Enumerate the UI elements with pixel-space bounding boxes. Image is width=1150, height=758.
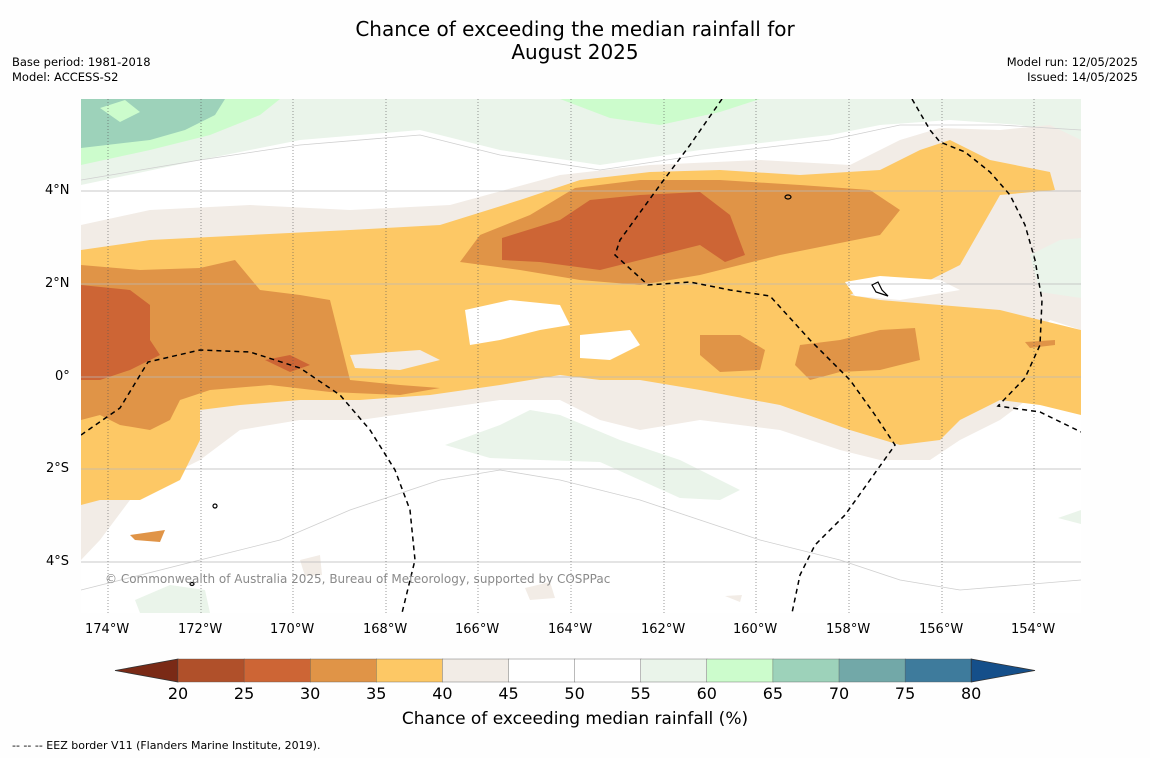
eez-border	[81, 99, 1081, 613]
colorbar-tick-label: 65	[762, 684, 784, 703]
colorbar-segment	[376, 658, 444, 683]
copyright-credit: © Commonwealth of Australia 2025, Bureau…	[105, 572, 611, 586]
colorbar-tick-label: 40	[432, 684, 453, 703]
region-40-45-small-2	[525, 582, 555, 600]
colorbar	[114, 658, 1036, 683]
latitude-grid	[81, 190, 1081, 563]
colorbar-tick-label: 25	[233, 684, 255, 703]
lat-label-0: 0°	[55, 369, 70, 384]
region-55-60-south	[445, 410, 740, 500]
lat-label-2n: 2°N	[45, 276, 70, 291]
region-55-60-east	[1030, 238, 1081, 298]
base-period-text: Base period: 1981-2018	[12, 55, 151, 69]
colorbar-tick-label: 30	[300, 684, 321, 703]
colorbar-low-extension	[114, 658, 179, 683]
map-plot-area	[81, 99, 1081, 613]
colorbar-label: Chance of exceeding median rainfall (%)	[401, 709, 749, 729]
colorbar-tick-label: 20	[167, 684, 189, 703]
colorbar-segment	[706, 658, 774, 683]
colorbar-high-extension	[970, 658, 1036, 683]
region-55-60-sw	[135, 585, 210, 613]
colorbar-segment	[574, 658, 642, 683]
lon-label-156w: 156°W	[919, 622, 964, 637]
eez-border-legend: -- -- -- EEZ border V11 (Flanders Marine…	[12, 739, 321, 752]
lon-label-168w: 168°W	[363, 622, 408, 637]
region-45-50-hole-1	[465, 300, 570, 345]
region-30-35-east-2	[795, 328, 920, 380]
region-25-30-central	[502, 192, 745, 270]
colorbar-tick-label: 50	[564, 684, 585, 703]
lat-label-2s: 2°S	[46, 461, 70, 476]
lon-label-162w: 162°W	[641, 622, 686, 637]
lon-label-160w: 160°W	[733, 622, 778, 637]
region-45-50-hole-2	[580, 330, 640, 360]
region-55-60-se	[1058, 510, 1081, 524]
colorbar-segment	[508, 658, 576, 683]
colorbar-tick-label: 70	[828, 684, 850, 703]
colorbar-segment	[243, 658, 311, 683]
colorbar-segment	[904, 658, 972, 683]
lat-label-4s: 4°S	[46, 554, 70, 569]
colorbar-tick-label: 75	[894, 684, 916, 703]
model-text: Model: ACCESS-S2	[12, 70, 119, 84]
contour-line-north	[81, 124, 1081, 181]
issue-info: Model run: 12/05/2025 Issued: 14/05/2025	[1007, 55, 1138, 85]
lon-label-170w: 170°W	[270, 622, 315, 637]
region-25-30-west	[81, 285, 160, 380]
region-30-35-south	[130, 530, 165, 542]
island-outlines	[189, 194, 889, 587]
region-40-45-small-3	[725, 595, 742, 602]
region-40-45-small-1	[300, 555, 322, 576]
lon-label-174w: 174°W	[85, 622, 130, 637]
model-run-text: Model run: 12/05/2025	[1006, 55, 1138, 69]
region-45-50-hole-4	[845, 276, 960, 300]
colorbar-segment	[838, 658, 906, 683]
issued-text: Issued: 14/05/2025	[1027, 70, 1138, 84]
colorbar-segment	[772, 658, 840, 683]
region-30-35-east-1	[700, 335, 765, 372]
colorbar-segment	[640, 658, 708, 683]
base-period-info: Base period: 1981-2018 Model: ACCESS-S2	[12, 55, 151, 85]
lon-label-166w: 166°W	[455, 622, 500, 637]
region-60-65-north	[81, 99, 1081, 185]
title-line-2: August 2025	[511, 40, 639, 64]
lon-label-172w: 172°W	[178, 622, 223, 637]
colorbar-tick-label: 80	[961, 684, 982, 703]
region-65-70-north-2	[560, 99, 760, 125]
contour-line-south	[81, 469, 1081, 591]
region-30-35-east-3	[1025, 340, 1055, 348]
lon-label-158w: 158°W	[826, 622, 871, 637]
colorbar-tick-label: 60	[696, 684, 717, 703]
lat-label-4n: 4°N	[45, 183, 70, 198]
colorbar-segment	[310, 658, 378, 683]
colorbar-segment	[177, 658, 245, 683]
colorbar-segment	[442, 658, 510, 683]
lon-label-154w: 154°W	[1011, 622, 1056, 637]
region-75-north-spot	[100, 100, 140, 122]
map-title: Chance of exceeding the median rainfall …	[0, 18, 1150, 64]
lon-label-164w: 164°W	[548, 622, 593, 637]
region-30-35-west	[81, 260, 440, 430]
colorbar-tick-label: 35	[366, 684, 387, 703]
colorbar-tick-label: 55	[630, 684, 651, 703]
region-45-50-hole-3	[350, 350, 440, 370]
colorbar-tick-label: 45	[498, 684, 519, 703]
title-line-1: Chance of exceeding the median rainfall …	[355, 17, 795, 41]
